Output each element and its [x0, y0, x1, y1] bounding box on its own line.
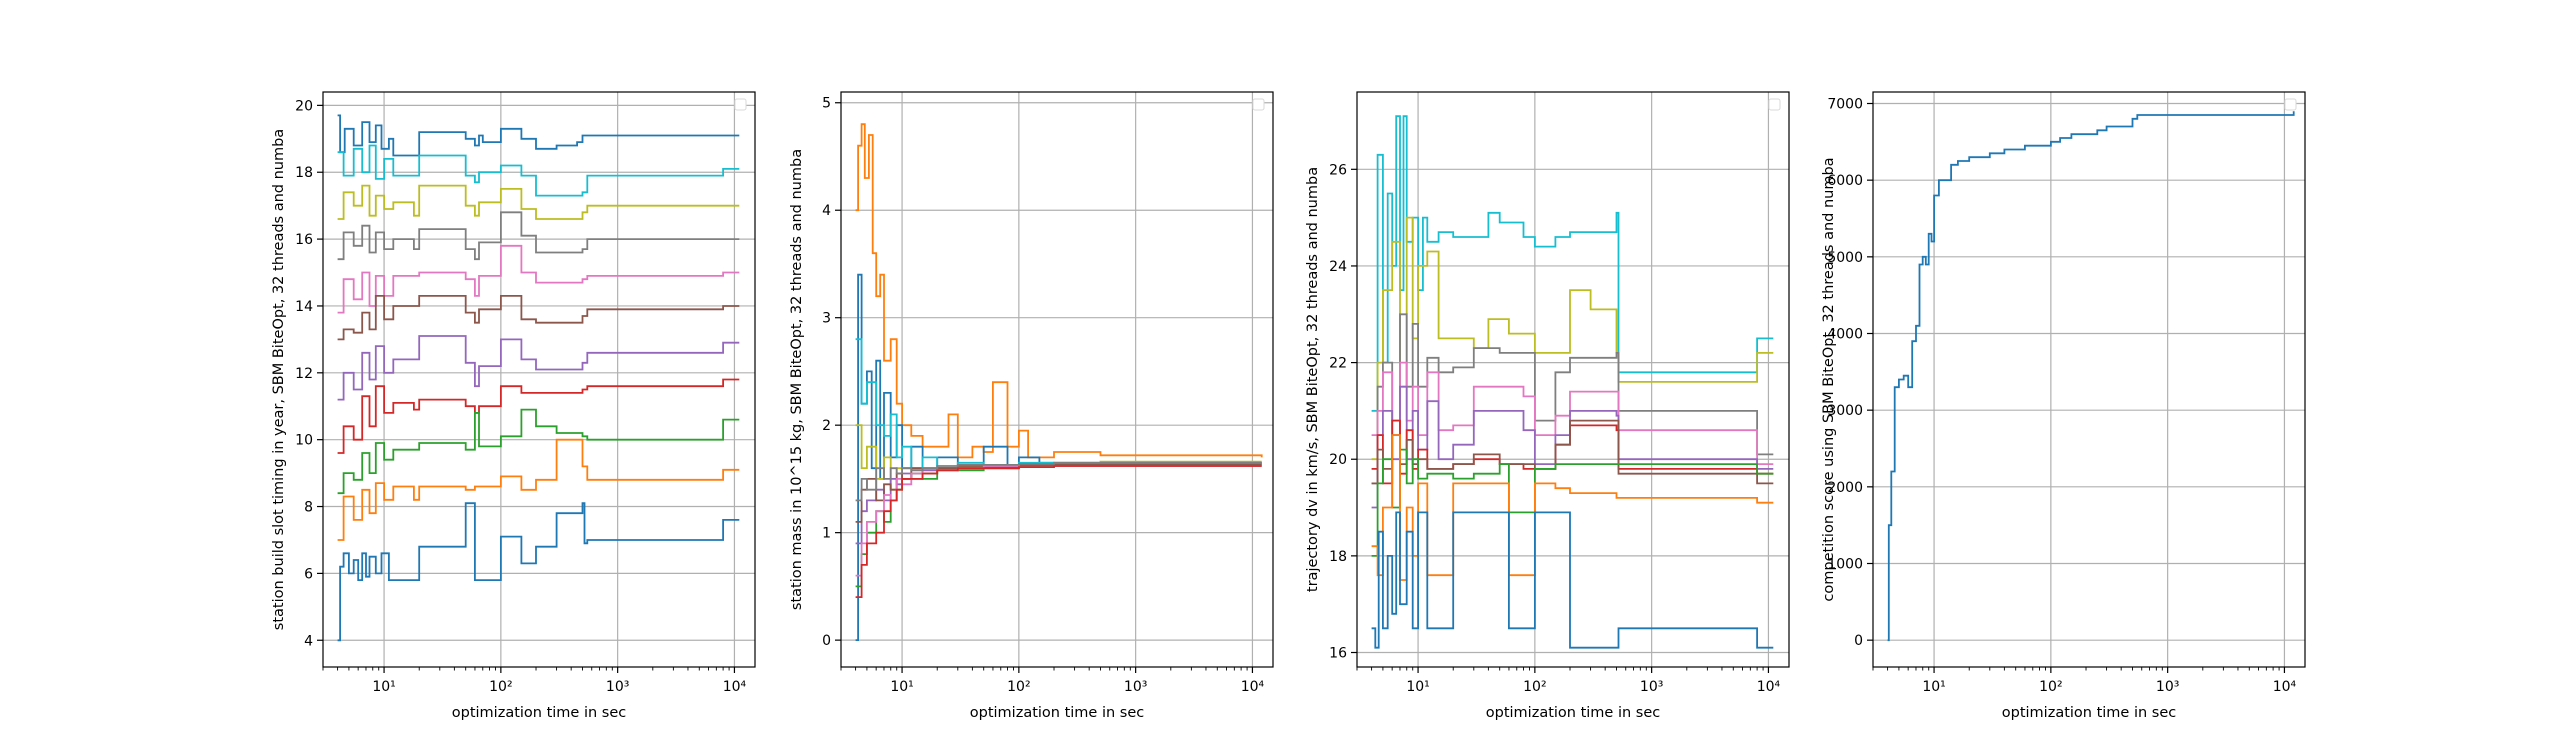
x-axis-label: optimization time in sec	[452, 705, 626, 721]
x-tick-label: 10⁴	[2273, 679, 2297, 695]
legend-box	[2284, 98, 2297, 111]
axes-frame	[1356, 91, 1790, 668]
series-line-11	[337, 502, 740, 642]
y-tick-label: 6000	[1827, 173, 1863, 189]
x-tick-label: 10²	[2039, 679, 2062, 695]
y-tick-label: 2000	[1827, 480, 1863, 496]
x-axis-label: optimization time in sec	[970, 705, 1144, 721]
x-tick-label: 10⁴	[1757, 679, 1781, 695]
series-line-10	[855, 461, 1262, 502]
x-tick-label: 10²	[489, 679, 512, 695]
y-tick-label: 16	[1329, 646, 1347, 662]
series-line-2	[1371, 216, 1774, 461]
series-line-3	[855, 338, 1262, 470]
axes-frame	[322, 91, 756, 668]
y-tick-label: 5	[822, 96, 831, 112]
series-line-6	[855, 463, 1262, 545]
series-line-8	[337, 378, 740, 454]
chart-panel-2: 10¹ 10² 10³ 10⁴ 0 1 2 3 4 5 optimization time in s…	[789, 91, 1274, 721]
y-tick-label: 1	[822, 526, 831, 542]
x-tick-label: 10¹	[372, 679, 395, 695]
series-line-1	[337, 114, 740, 157]
y-tick-label: 18	[1329, 549, 1347, 565]
series-line-5	[1371, 385, 1774, 509]
x-tick-label: 10¹	[1922, 679, 1945, 695]
y-tick-label: 2	[822, 418, 831, 434]
series-line-3	[1371, 313, 1774, 485]
y-tick-label: 22	[1329, 356, 1347, 372]
y-tick-label: 5000	[1827, 250, 1863, 266]
y-tick-label: 24	[1329, 259, 1347, 275]
series-line-1	[1887, 111, 2295, 642]
legend-box	[734, 98, 747, 111]
y-tick-label: 3000	[1827, 403, 1863, 419]
series-line-9	[855, 465, 1262, 598]
x-tick-label: 10³	[606, 679, 629, 695]
y-tick-label: 0	[822, 633, 831, 649]
series-line-8	[855, 465, 1262, 577]
y-tick-label: 26	[1329, 162, 1347, 178]
series-line-8	[1371, 448, 1774, 557]
x-tick-label: 10²	[1007, 679, 1030, 695]
y-tick-label: 0	[1854, 633, 1863, 649]
chart-panel-1: 10¹ 10² 10³ 10⁴ 4 6 8 10 12 14 16 18 20 optimization …	[271, 91, 756, 721]
series-line-7	[337, 335, 740, 401]
series-line-4	[337, 211, 740, 261]
axes-frame	[840, 91, 1274, 668]
y-axis-label: station mass in 10^15 kg, SBM BiteOpt, 3…	[789, 149, 805, 610]
y-axis-label: trajectory dv in km/s, SBM BiteOpt, 32 t…	[1305, 167, 1321, 592]
y-tick-label: 4000	[1827, 327, 1863, 343]
y-tick-label: 8	[304, 500, 313, 516]
y-tick-label: 18	[295, 165, 313, 181]
y-tick-label: 16	[295, 232, 313, 248]
series-line-9	[337, 408, 740, 495]
series-line-1	[855, 123, 1263, 459]
x-axis-label: optimization time in sec	[2002, 705, 2176, 721]
series-line-4	[1371, 361, 1774, 465]
y-axis-label: station build slot timing in year, SBM B…	[271, 129, 287, 630]
x-tick-label: 10³	[1124, 679, 1147, 695]
series-line-2	[337, 144, 740, 197]
legend-box	[1768, 98, 1781, 111]
y-tick-label: 4	[304, 633, 313, 649]
x-tick-label: 10²	[1523, 679, 1546, 695]
y-tick-label: 3	[822, 311, 831, 327]
chart-panel-3: 10¹ 10² 10³ 10⁴ 16 18 20 22 24 26 optimization tim…	[1305, 91, 1790, 721]
chart-panel-4: 10¹ 10² 10³ 10⁴ 0 1000 2000 3000 4000 5000 6000 700…	[1821, 91, 2306, 721]
series-line-1	[1371, 115, 1774, 412]
series-line-6	[337, 295, 740, 341]
series-line-10	[337, 438, 740, 541]
y-axis-label: competition score using SBM BiteOpt, 32 …	[1821, 157, 1837, 601]
axes-frame	[1872, 91, 2306, 668]
x-axis-label: optimization time in sec	[1486, 705, 1660, 721]
series-line-4	[855, 424, 1262, 491]
y-tick-label: 7000	[1827, 97, 1863, 113]
y-tick-label: 1000	[1827, 557, 1863, 573]
x-tick-label: 10⁴	[723, 679, 747, 695]
x-tick-label: 10⁴	[1241, 679, 1265, 695]
y-tick-label: 4	[822, 203, 831, 219]
y-tick-label: 6	[304, 566, 313, 582]
y-tick-label: 20	[1329, 452, 1347, 468]
series-line-10	[1371, 511, 1774, 649]
x-tick-label: 10³	[1640, 679, 1663, 695]
y-tick-label: 10	[295, 433, 313, 449]
series-line-3	[337, 184, 740, 220]
y-tick-label: 20	[295, 98, 313, 114]
legend-box	[1252, 98, 1265, 111]
series-line-5	[337, 244, 740, 314]
x-tick-label: 10¹	[1406, 679, 1429, 695]
y-tick-label: 12	[295, 366, 313, 382]
y-tick-label: 14	[295, 299, 313, 315]
x-tick-label: 10¹	[890, 679, 913, 695]
series-line-9	[1371, 434, 1774, 581]
series-line-2	[855, 273, 1262, 641]
series-line-5	[855, 461, 1262, 588]
x-tick-label: 10³	[2156, 679, 2179, 695]
